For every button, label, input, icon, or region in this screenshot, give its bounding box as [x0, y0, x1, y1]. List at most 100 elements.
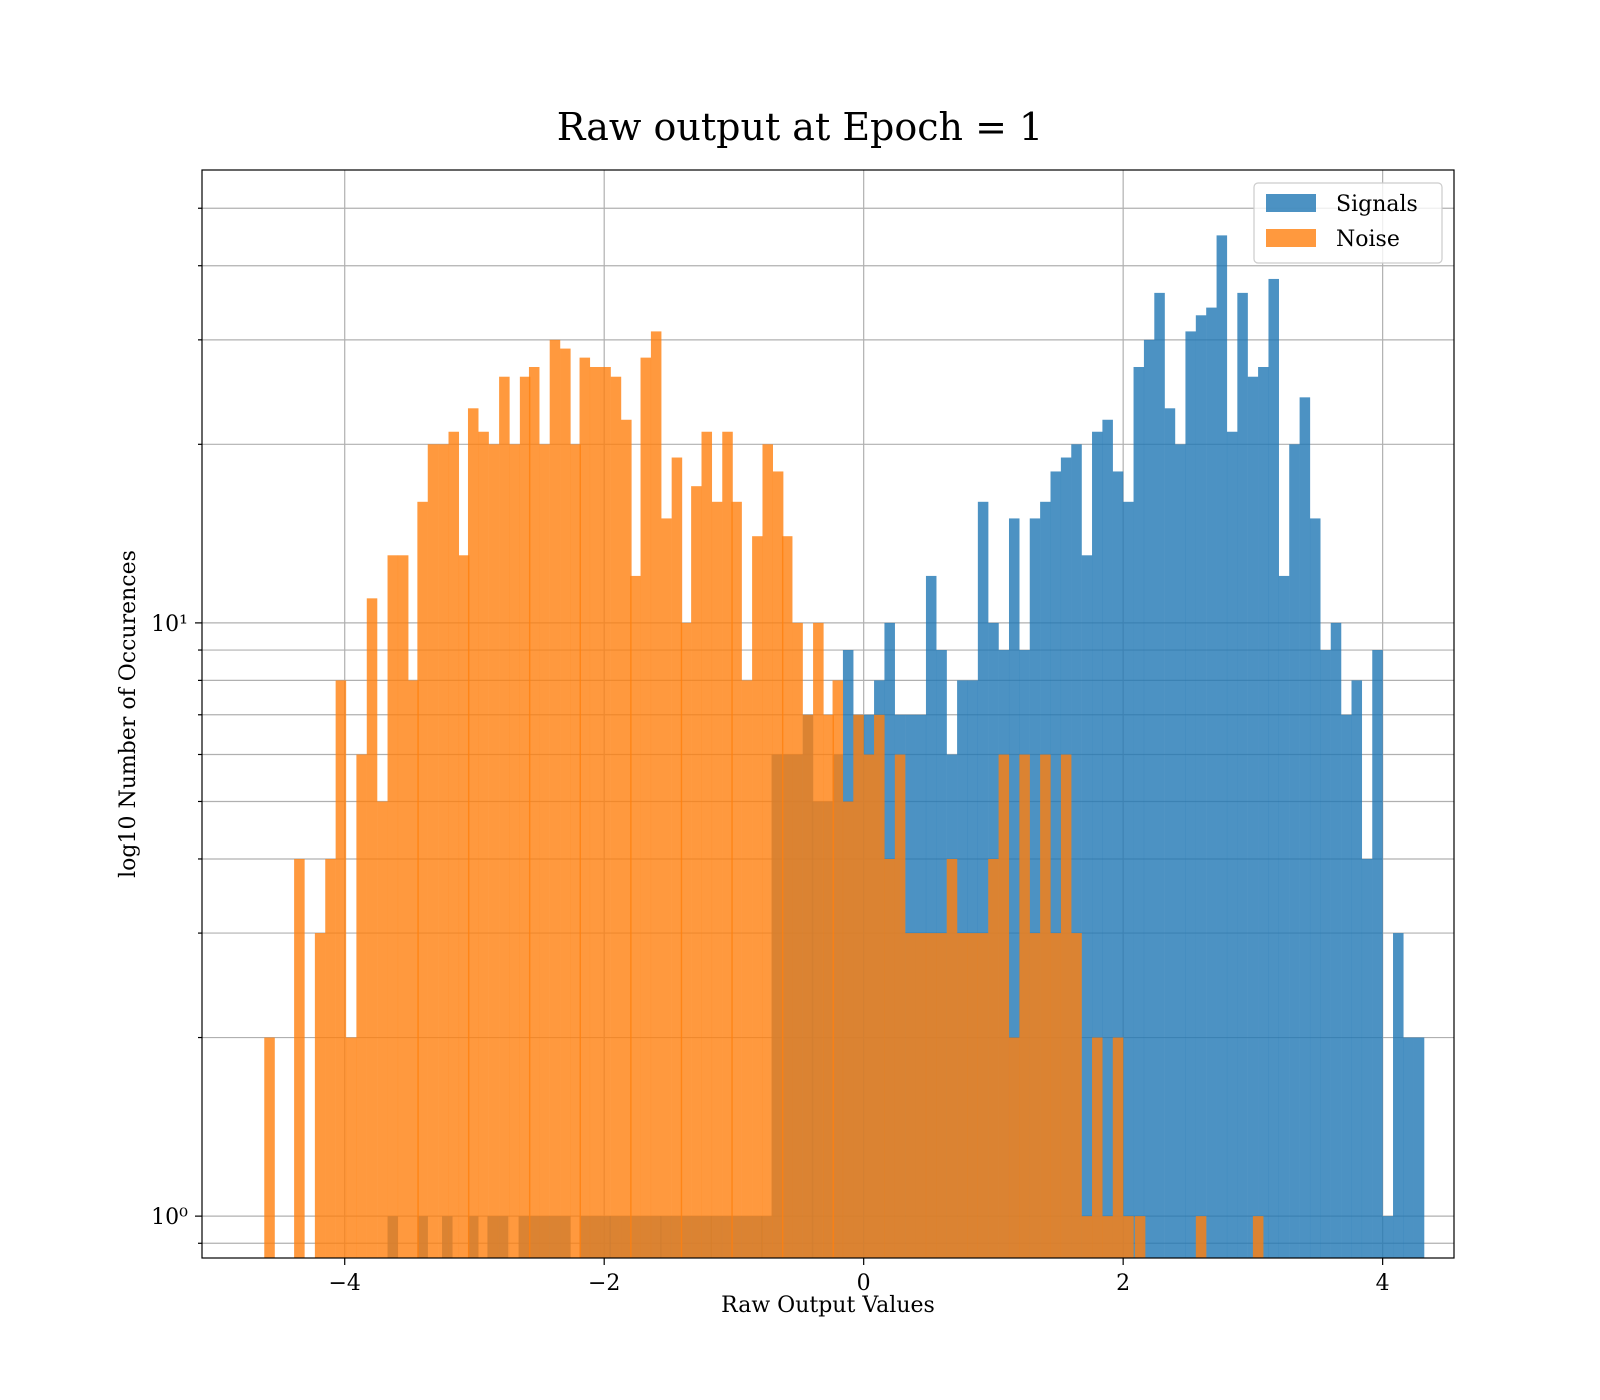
histogram-bar-noise	[772, 471, 784, 1259]
histogram-bar-noise	[988, 858, 999, 1258]
histogram-bar-signals	[1351, 680, 1363, 1258]
histogram-bar-signals	[1112, 471, 1124, 1259]
histogram-bar-signals	[1175, 444, 1186, 1258]
histogram-bar-noise	[680, 622, 692, 1258]
histogram-bar-noise	[762, 444, 774, 1258]
histogram-bar-noise	[264, 1037, 275, 1258]
histogram-bar-noise	[438, 444, 449, 1258]
histogram-bar-noise	[589, 366, 601, 1258]
histogram-bar-noise	[366, 598, 378, 1258]
histogram-bar-signals	[1247, 376, 1259, 1258]
histogram-bar-noise	[560, 348, 571, 1258]
histogram-bar-signals	[1133, 366, 1145, 1258]
histogram-bar-noise	[1195, 1216, 1207, 1258]
y-tick-label: 10⁰	[151, 1205, 188, 1230]
histogram-bar-noise	[691, 486, 702, 1258]
histogram-bar-noise	[356, 754, 367, 1258]
histogram-bar-noise	[842, 801, 854, 1258]
histogram-bar-signals	[1050, 471, 1062, 1259]
histogram-bar-noise	[1092, 1037, 1103, 1258]
histogram-bar-noise	[499, 376, 510, 1258]
histogram-bar-noise	[823, 714, 834, 1258]
histogram-bar-noise	[335, 680, 347, 1258]
histogram-bar-noise	[488, 444, 500, 1258]
histogram-bar-noise	[925, 933, 937, 1258]
histogram-bar-noise	[427, 444, 439, 1258]
histogram-bar-signals	[1029, 518, 1041, 1258]
histogram-bar-signals	[1372, 650, 1383, 1258]
histogram-bar-signals	[1185, 331, 1196, 1258]
histogram-bar-noise	[813, 622, 824, 1258]
histogram-bar-noise	[346, 1037, 357, 1258]
histogram-bar-noise	[528, 366, 540, 1258]
histogram-bar-noise	[1081, 1216, 1093, 1258]
x-tick-label: 2	[1116, 1271, 1130, 1296]
histogram-bars	[264, 235, 1425, 1259]
histogram-bar-noise	[936, 933, 947, 1258]
x-tick-label: 0	[857, 1271, 871, 1296]
histogram-bar-signals	[1195, 315, 1207, 1258]
legend: Signals Noise	[1253, 182, 1443, 264]
histogram-bar-noise	[792, 622, 803, 1258]
histogram-bar-signals	[1071, 444, 1082, 1258]
histogram-bar-noise	[579, 357, 591, 1258]
histogram-bar-noise	[967, 933, 978, 1258]
histogram-bar-noise	[377, 801, 388, 1258]
histogram-bar-noise	[711, 501, 723, 1258]
y-tick-label: 10¹	[151, 612, 188, 637]
histogram-bar-noise	[1252, 1216, 1264, 1258]
histogram-bar-noise	[467, 408, 479, 1258]
histogram-bar-noise	[894, 754, 906, 1258]
histogram-bar-noise	[1019, 754, 1030, 1258]
histogram-bar-noise	[863, 754, 875, 1258]
axis-ticks: −4 −2 0 2 4 10⁰ 10¹	[151, 207, 1390, 1296]
histogram-bar-noise	[915, 933, 927, 1258]
histogram-bar-signals	[1237, 292, 1248, 1258]
histogram-bar-noise	[671, 457, 683, 1258]
histogram-bar-noise	[539, 444, 550, 1258]
x-tick-label: 4	[1376, 1271, 1390, 1296]
histogram-bar-noise	[549, 339, 561, 1259]
histogram-bar-signals	[1289, 444, 1300, 1258]
histogram-bar-noise	[1060, 754, 1072, 1258]
histogram-bar-signals	[1393, 933, 1404, 1258]
histogram-bar-signals	[1278, 575, 1290, 1258]
chart-title: Raw output at Epoch = 1	[557, 105, 1043, 149]
x-tick-label: −2	[588, 1271, 620, 1296]
plot-frame	[201, 169, 1455, 1259]
histogram-bar-noise	[600, 366, 611, 1258]
histogram-bar-noise	[661, 518, 672, 1258]
histogram-bar-signals	[1123, 501, 1134, 1258]
histogram-bar-noise	[802, 714, 814, 1258]
histogram-bar-noise	[722, 431, 733, 1258]
histogram-bar-noise	[408, 680, 419, 1258]
histogram-bar-noise	[957, 933, 968, 1258]
histogram-bar-noise	[1071, 933, 1082, 1258]
histogram-bar-signals	[1081, 555, 1093, 1258]
histogram-bar-signals	[1154, 292, 1165, 1258]
histogram-bar-noise	[650, 331, 662, 1258]
histogram-bar-noise	[458, 555, 470, 1258]
histogram-bar-noise	[387, 555, 399, 1258]
histogram-bar-noise	[630, 575, 641, 1258]
histogram-bar-noise	[417, 501, 428, 1258]
histogram-bar-signals	[1216, 235, 1228, 1258]
legend-label-noise: Noise	[1336, 227, 1400, 252]
histogram-bar-noise	[1040, 754, 1051, 1258]
histogram-bar-noise	[741, 680, 753, 1258]
histogram-bar-signals	[1143, 339, 1155, 1259]
histogram-bar-noise	[1123, 1216, 1134, 1258]
histogram-bar-noise	[884, 858, 895, 1258]
legend-swatch-noise	[1266, 229, 1316, 247]
histogram-bar-noise	[752, 536, 763, 1258]
histogram-bar-signals	[1413, 1037, 1425, 1258]
histogram-bar-noise	[1112, 1037, 1124, 1258]
x-axis-label: Raw Output Values	[721, 1293, 935, 1318]
histogram-bar-noise	[640, 357, 652, 1258]
y-axis-label: log10 Number of Occurences	[116, 550, 141, 878]
histogram-bar-noise	[294, 858, 305, 1258]
histogram-bar-noise	[519, 376, 531, 1258]
histogram-bar-noise	[397, 555, 409, 1258]
histogram-bar-signals	[1309, 518, 1321, 1258]
